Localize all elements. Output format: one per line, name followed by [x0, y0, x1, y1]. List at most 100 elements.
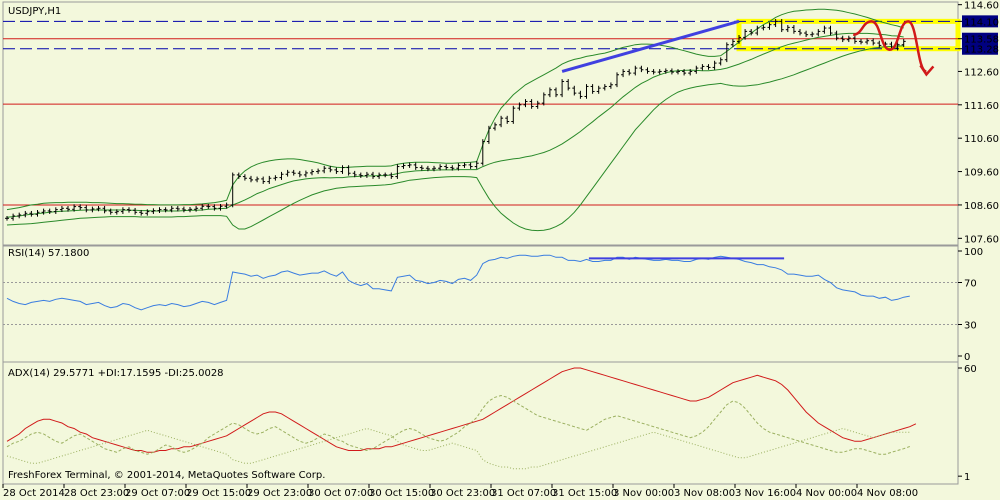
price-bar[interactable] [578, 90, 583, 99]
price-bar[interactable] [840, 35, 845, 43]
price-bar[interactable] [627, 69, 632, 76]
price-bar[interactable] [737, 35, 741, 44]
price-bar[interactable] [663, 68, 668, 74]
price-bar[interactable] [371, 171, 375, 179]
price-bar[interactable] [828, 25, 833, 36]
price-bar[interactable] [407, 162, 412, 168]
price-bar[interactable] [676, 69, 680, 75]
price-bar[interactable] [767, 22, 772, 30]
price-bar[interactable] [23, 210, 28, 218]
price-bar[interactable] [798, 29, 802, 36]
price-bar[interactable] [102, 205, 107, 214]
price-bar[interactable] [401, 163, 406, 169]
price-bar[interactable] [291, 169, 296, 176]
price-bar[interactable] [358, 172, 363, 178]
price-bar[interactable] [572, 85, 577, 96]
price-bar[interactable] [706, 64, 711, 70]
price-bar[interactable] [816, 29, 821, 37]
price-bar[interactable] [615, 72, 619, 88]
price-bar[interactable] [279, 171, 284, 180]
adx-plot[interactable] [6, 367, 917, 470]
price-bar[interactable] [84, 205, 89, 213]
price-bar[interactable] [212, 204, 217, 211]
price-bar[interactable] [72, 204, 77, 212]
price-bar[interactable] [645, 67, 650, 74]
price-bar[interactable] [511, 105, 516, 124]
price-bar[interactable] [35, 209, 40, 217]
price-bar[interactable] [639, 65, 644, 73]
price-bar[interactable] [694, 65, 699, 74]
price-bar[interactable] [261, 176, 266, 184]
price-bar[interactable] [718, 57, 723, 66]
price-bar[interactable] [535, 100, 540, 109]
price-bar[interactable] [657, 69, 662, 75]
price-bar[interactable] [859, 39, 863, 45]
price-bar[interactable] [456, 163, 461, 171]
price-bar[interactable] [230, 172, 235, 208]
price-bar[interactable] [322, 165, 327, 174]
price-bar[interactable] [584, 84, 589, 99]
price-bar[interactable] [395, 164, 400, 179]
price-bar[interactable] [255, 176, 260, 183]
price-bar[interactable] [96, 205, 101, 212]
price-bar[interactable] [761, 25, 766, 31]
price-bar[interactable] [303, 170, 308, 178]
price-bar[interactable] [316, 168, 321, 174]
price-bar[interactable] [651, 69, 656, 75]
price-bar[interactable] [242, 174, 247, 181]
rsi-plot[interactable] [3, 254, 958, 325]
price-bar[interactable] [163, 207, 168, 213]
price-bar[interactable] [834, 30, 839, 41]
price-bar[interactable] [450, 165, 455, 171]
price-bar[interactable] [791, 25, 796, 34]
price-bar[interactable] [499, 115, 504, 128]
price-bar[interactable] [377, 172, 382, 179]
price-bar[interactable] [865, 38, 870, 45]
price-bar[interactable] [200, 203, 205, 211]
price-bar[interactable] [188, 206, 192, 213]
price-bar[interactable] [352, 170, 357, 178]
price-bar[interactable] [169, 205, 174, 213]
price-bar[interactable] [139, 209, 144, 216]
price-bar[interactable] [273, 175, 278, 181]
price-bar[interactable] [554, 87, 558, 98]
price-bar[interactable] [340, 165, 345, 174]
price-bar[interactable] [206, 203, 211, 209]
price-bar[interactable] [785, 25, 790, 33]
price-bar[interactable] [541, 92, 546, 106]
price-bar[interactable] [175, 205, 180, 212]
price-bar[interactable] [749, 29, 754, 36]
price-bar[interactable] [413, 162, 418, 170]
price-bar[interactable] [218, 203, 223, 211]
price-bar[interactable] [364, 171, 369, 178]
price-bar[interactable] [486, 125, 491, 144]
price-bar[interactable] [596, 85, 601, 94]
price-bar[interactable] [108, 208, 113, 215]
price-bar[interactable] [11, 213, 16, 221]
price-bar[interactable] [59, 205, 64, 212]
price-bar[interactable] [29, 210, 34, 217]
price-bar[interactable] [682, 69, 687, 76]
price-bar[interactable] [730, 39, 735, 48]
price-bar[interactable] [66, 205, 70, 212]
price-bar[interactable] [621, 69, 626, 78]
price-bar[interactable] [608, 82, 613, 89]
price-bar[interactable] [181, 206, 186, 213]
price-bar[interactable] [114, 209, 119, 215]
price-bar[interactable] [517, 102, 522, 111]
price-bar[interactable] [346, 165, 351, 176]
price-bar[interactable] [285, 169, 290, 177]
price-bar[interactable] [41, 208, 46, 215]
price-bar[interactable] [633, 65, 638, 76]
price-bar[interactable] [822, 25, 827, 34]
price-bar[interactable] [871, 38, 876, 46]
price-bar[interactable] [505, 115, 510, 124]
price-bar[interactable] [17, 212, 22, 219]
price-bar[interactable] [462, 162, 467, 168]
price-bar[interactable] [5, 215, 9, 221]
price-bar[interactable] [444, 164, 449, 170]
price-bar[interactable] [700, 64, 705, 71]
price-bar[interactable] [877, 40, 882, 48]
price-bar[interactable] [474, 160, 479, 169]
price-bar[interactable] [133, 207, 138, 215]
